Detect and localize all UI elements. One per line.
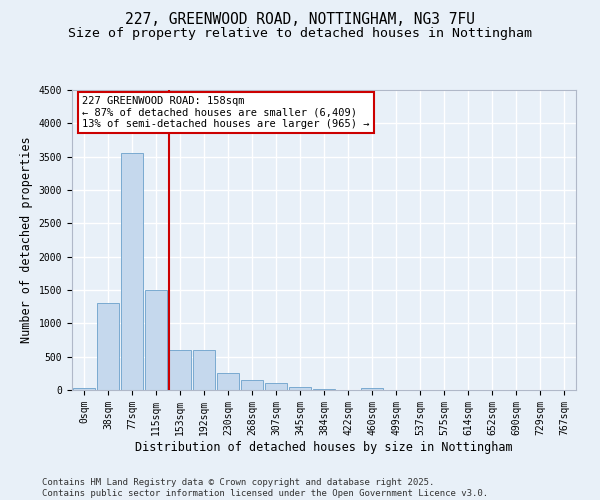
Text: Size of property relative to detached houses in Nottingham: Size of property relative to detached ho…	[68, 28, 532, 40]
Bar	[289, 386, 311, 390]
Text: Contains HM Land Registry data © Crown copyright and database right 2025.
Contai: Contains HM Land Registry data © Crown c…	[42, 478, 488, 498]
Text: 227, GREENWOOD ROAD, NOTTINGHAM, NG3 7FU: 227, GREENWOOD ROAD, NOTTINGHAM, NG3 7FU	[125, 12, 475, 28]
Bar	[97, 304, 119, 390]
Bar	[193, 350, 215, 390]
Bar	[145, 290, 167, 390]
Text: 227 GREENWOOD ROAD: 158sqm
← 87% of detached houses are smaller (6,409)
13% of s: 227 GREENWOOD ROAD: 158sqm ← 87% of deta…	[82, 96, 370, 129]
Bar	[265, 384, 287, 390]
Bar	[241, 380, 263, 390]
Y-axis label: Number of detached properties: Number of detached properties	[20, 136, 33, 344]
Bar	[169, 350, 191, 390]
X-axis label: Distribution of detached houses by size in Nottingham: Distribution of detached houses by size …	[135, 440, 513, 454]
Bar	[217, 374, 239, 390]
Bar	[361, 388, 383, 390]
Bar	[73, 388, 95, 390]
Bar	[121, 154, 143, 390]
